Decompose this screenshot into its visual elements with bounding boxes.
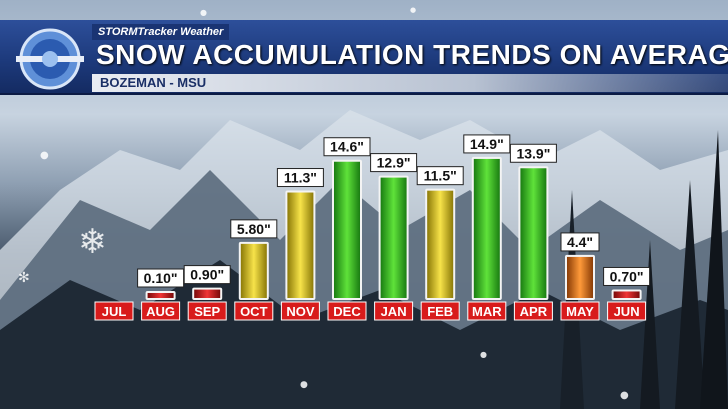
month-label-feb: FEB: [427, 304, 453, 319]
value-label: 14.9": [470, 136, 504, 152]
snowflake-icon: ❄: [78, 222, 107, 262]
snowflake-icon: ●: [300, 380, 308, 390]
month-label-aug: AUG: [146, 304, 175, 319]
month-label-nov: NOV: [286, 304, 315, 319]
snowflake-icon: ✻: [18, 270, 30, 286]
month-label-mar: MAR: [472, 304, 502, 319]
value-label-box: [137, 268, 185, 288]
value-label: 5.80": [237, 221, 271, 237]
value-label-box: [416, 166, 464, 186]
snowflake-icon: ●: [480, 350, 487, 359]
bar-dec: [334, 161, 360, 298]
value-label-box: [323, 137, 371, 157]
month-label-box: [234, 301, 274, 321]
bar-nov: [287, 192, 314, 298]
month-label-box: [420, 301, 460, 321]
bar-jun: [613, 291, 640, 298]
month-label-box: [187, 301, 227, 321]
brand-label: STORMTracker Weather: [92, 24, 230, 40]
value-label-box: [509, 143, 557, 163]
value-label-box: [463, 134, 511, 154]
value-label: 11.3": [284, 170, 317, 186]
month-label-box: [94, 301, 134, 321]
bars-group: JUL 0.10" AUG 0.90" SEP 5.80" OCT 11.3" NOV 14.6"…: [94, 134, 651, 321]
bar-oct: [240, 243, 267, 298]
value-label: 14.6": [330, 139, 364, 155]
month-label-box: [513, 301, 553, 321]
value-label-box: [603, 266, 651, 286]
month-label-box: [467, 301, 507, 321]
month-label-sep: SEP: [194, 304, 220, 319]
value-label-box: [183, 265, 231, 285]
channel-logo: [16, 28, 84, 90]
month-label-oct: OCT: [240, 304, 268, 319]
value-label: 12.9": [377, 155, 411, 171]
snowflake-icon: ●: [410, 6, 417, 14]
value-label: 0.10": [144, 270, 178, 286]
chart-title: SNOW ACCUMULATION TRENDS ON AVERAGE: [96, 39, 728, 70]
month-label-box: [374, 301, 414, 321]
bar-feb: [427, 190, 454, 298]
month-label-box: [607, 301, 647, 321]
bar-jan: [380, 177, 407, 298]
value-label: 0.90": [190, 267, 224, 283]
snowflake-icon: ●: [620, 390, 629, 401]
month-label-may: MAY: [566, 304, 594, 319]
month-label-dec: DEC: [333, 304, 361, 319]
value-label-box: [276, 168, 324, 188]
month-label-box: [280, 301, 320, 321]
bar-aug: [147, 293, 174, 298]
value-label: 0.70": [610, 268, 644, 284]
value-label-box: [370, 153, 418, 173]
value-label: 11.5": [424, 168, 457, 184]
bar-may: [567, 256, 593, 298]
subtitle-band: [92, 74, 728, 92]
bar-mar: [473, 158, 500, 298]
value-label-box: [560, 232, 600, 252]
bar-sep: [194, 289, 221, 298]
month-label-box: [560, 301, 600, 321]
month-label-apr: APR: [520, 304, 548, 319]
month-label-box: [327, 301, 367, 321]
bar-apr: [520, 168, 547, 298]
month-label-box: [141, 301, 181, 321]
value-label: 13.9": [516, 145, 550, 161]
month-label-jan: JAN: [381, 304, 407, 319]
month-label-jul: JUL: [102, 304, 127, 319]
snowflake-icon: ●: [40, 150, 49, 161]
snowflake-icon: ●: [200, 8, 207, 17]
value-label-box: [230, 219, 278, 239]
chart-subtitle: BOZEMAN - MSU: [100, 75, 207, 90]
value-label: 4.4": [567, 234, 593, 250]
month-label-jun: JUN: [614, 304, 640, 319]
